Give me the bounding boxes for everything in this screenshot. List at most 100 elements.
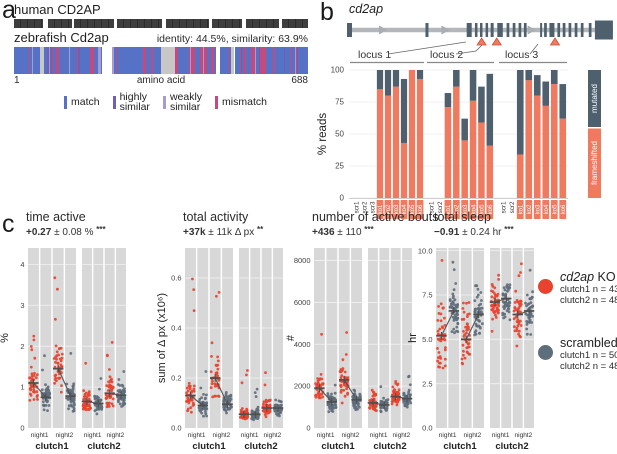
data-point [352,400,356,404]
data-point [44,383,47,387]
data-point [34,376,38,380]
data-point [490,329,494,333]
data-point [188,385,192,389]
x-tick-highlight [559,200,567,219]
data-point [496,309,500,312]
panel-background [448,248,460,428]
x-tick-label: ko5 [410,204,416,214]
data-point [32,388,36,391]
effect-annotation: +0.27 ± 0.08 % *** [26,225,107,238]
alignment-legend: match highly similar weakly similar mismatch [64,92,308,112]
data-point [461,362,464,366]
data-point [491,317,494,321]
data-point [228,406,232,410]
data-point [192,309,196,312]
data-point [396,393,400,396]
data-point [390,402,394,406]
data-point [371,406,374,409]
bar-mutated [516,70,524,155]
data-point [479,310,482,314]
intron-arrow-icon [378,25,388,35]
data-point [515,344,519,348]
panel-background [402,248,412,428]
panel-a: a human CD2AP zebrafish Cd2ap identity: … [2,0,314,112]
bar-frameshifted [542,105,550,198]
data-point [462,335,466,338]
data-point [333,391,337,395]
alignment-stripes [14,47,40,74]
data-point [448,299,452,302]
data-point [517,322,521,326]
data-point [192,389,196,393]
data-point [186,389,190,393]
data-point [450,330,454,333]
data-point [394,380,398,383]
data-point [42,404,46,408]
x-tick-label: ko3 [535,204,541,214]
data-point [67,398,70,401]
data-point [199,386,203,390]
data-point [120,383,124,387]
bar-mutated [478,86,485,123]
bar-frameshifted [516,154,524,198]
panel-background [524,248,534,428]
data-point [116,383,120,386]
data-point [530,305,534,309]
data-point [513,301,517,304]
legend-scrambled-title: scrambled [560,336,617,350]
x-tick-label: ko6 [488,204,494,214]
data-point [525,320,529,323]
panel-background [52,248,64,428]
data-point [55,357,58,361]
panel-background [273,248,283,428]
y-tick-label: 0 [340,194,345,203]
x-tick-highlight [550,200,558,219]
locus1-leader-line [387,41,467,55]
gRNA-site-marker [549,37,561,46]
y-tick-label: 2000 [294,382,311,391]
data-point [443,364,447,368]
data-point [473,299,477,302]
y-tick-label: 4000 [294,340,311,349]
alignment-bar [14,47,308,74]
data-point [356,400,360,404]
data-point [211,395,214,399]
strip-plot-time-active: time active+0.27 ± 0.08 % ***% 0 1 2 3 4 night… [0,210,127,452]
mean-connector [32,382,47,398]
x-tick-highlight [486,200,494,219]
data-point [204,410,207,413]
panel-background [512,248,523,428]
data-point [439,302,443,306]
data-point [320,332,323,336]
scrambled-dot-icon [538,345,553,360]
exon [485,23,489,37]
data-point [494,313,497,317]
data-point [519,324,523,327]
data-point [262,400,266,404]
mismatch-color-icon [215,95,219,109]
data-point [356,403,360,407]
data-point [476,293,480,297]
panel-background [93,248,104,428]
panel-background [261,248,272,428]
data-point [465,346,469,350]
data-point [479,291,483,294]
effect-annotation: +37k ± 11k Δ px ** [183,225,264,238]
data-point [332,396,336,400]
data-point [443,348,447,352]
data-point [214,384,217,388]
data-point [478,319,481,323]
data-point [468,352,472,356]
panel-background [82,248,92,428]
legend-scrambled: scrambled clutch1 n = 50 clutch2 n = 48 [538,336,617,376]
data-point [264,371,267,374]
data-point [452,288,456,292]
x-tick-label: scr1 [501,201,508,213]
axis-end-label: 688 [291,75,308,86]
y-tick-label: 0 [20,424,24,433]
panel-background [501,248,512,428]
y-tick-label: 0.0 [171,424,181,433]
data-point [453,298,457,302]
y-tick-label: 75 [335,98,344,107]
data-point [439,361,442,365]
